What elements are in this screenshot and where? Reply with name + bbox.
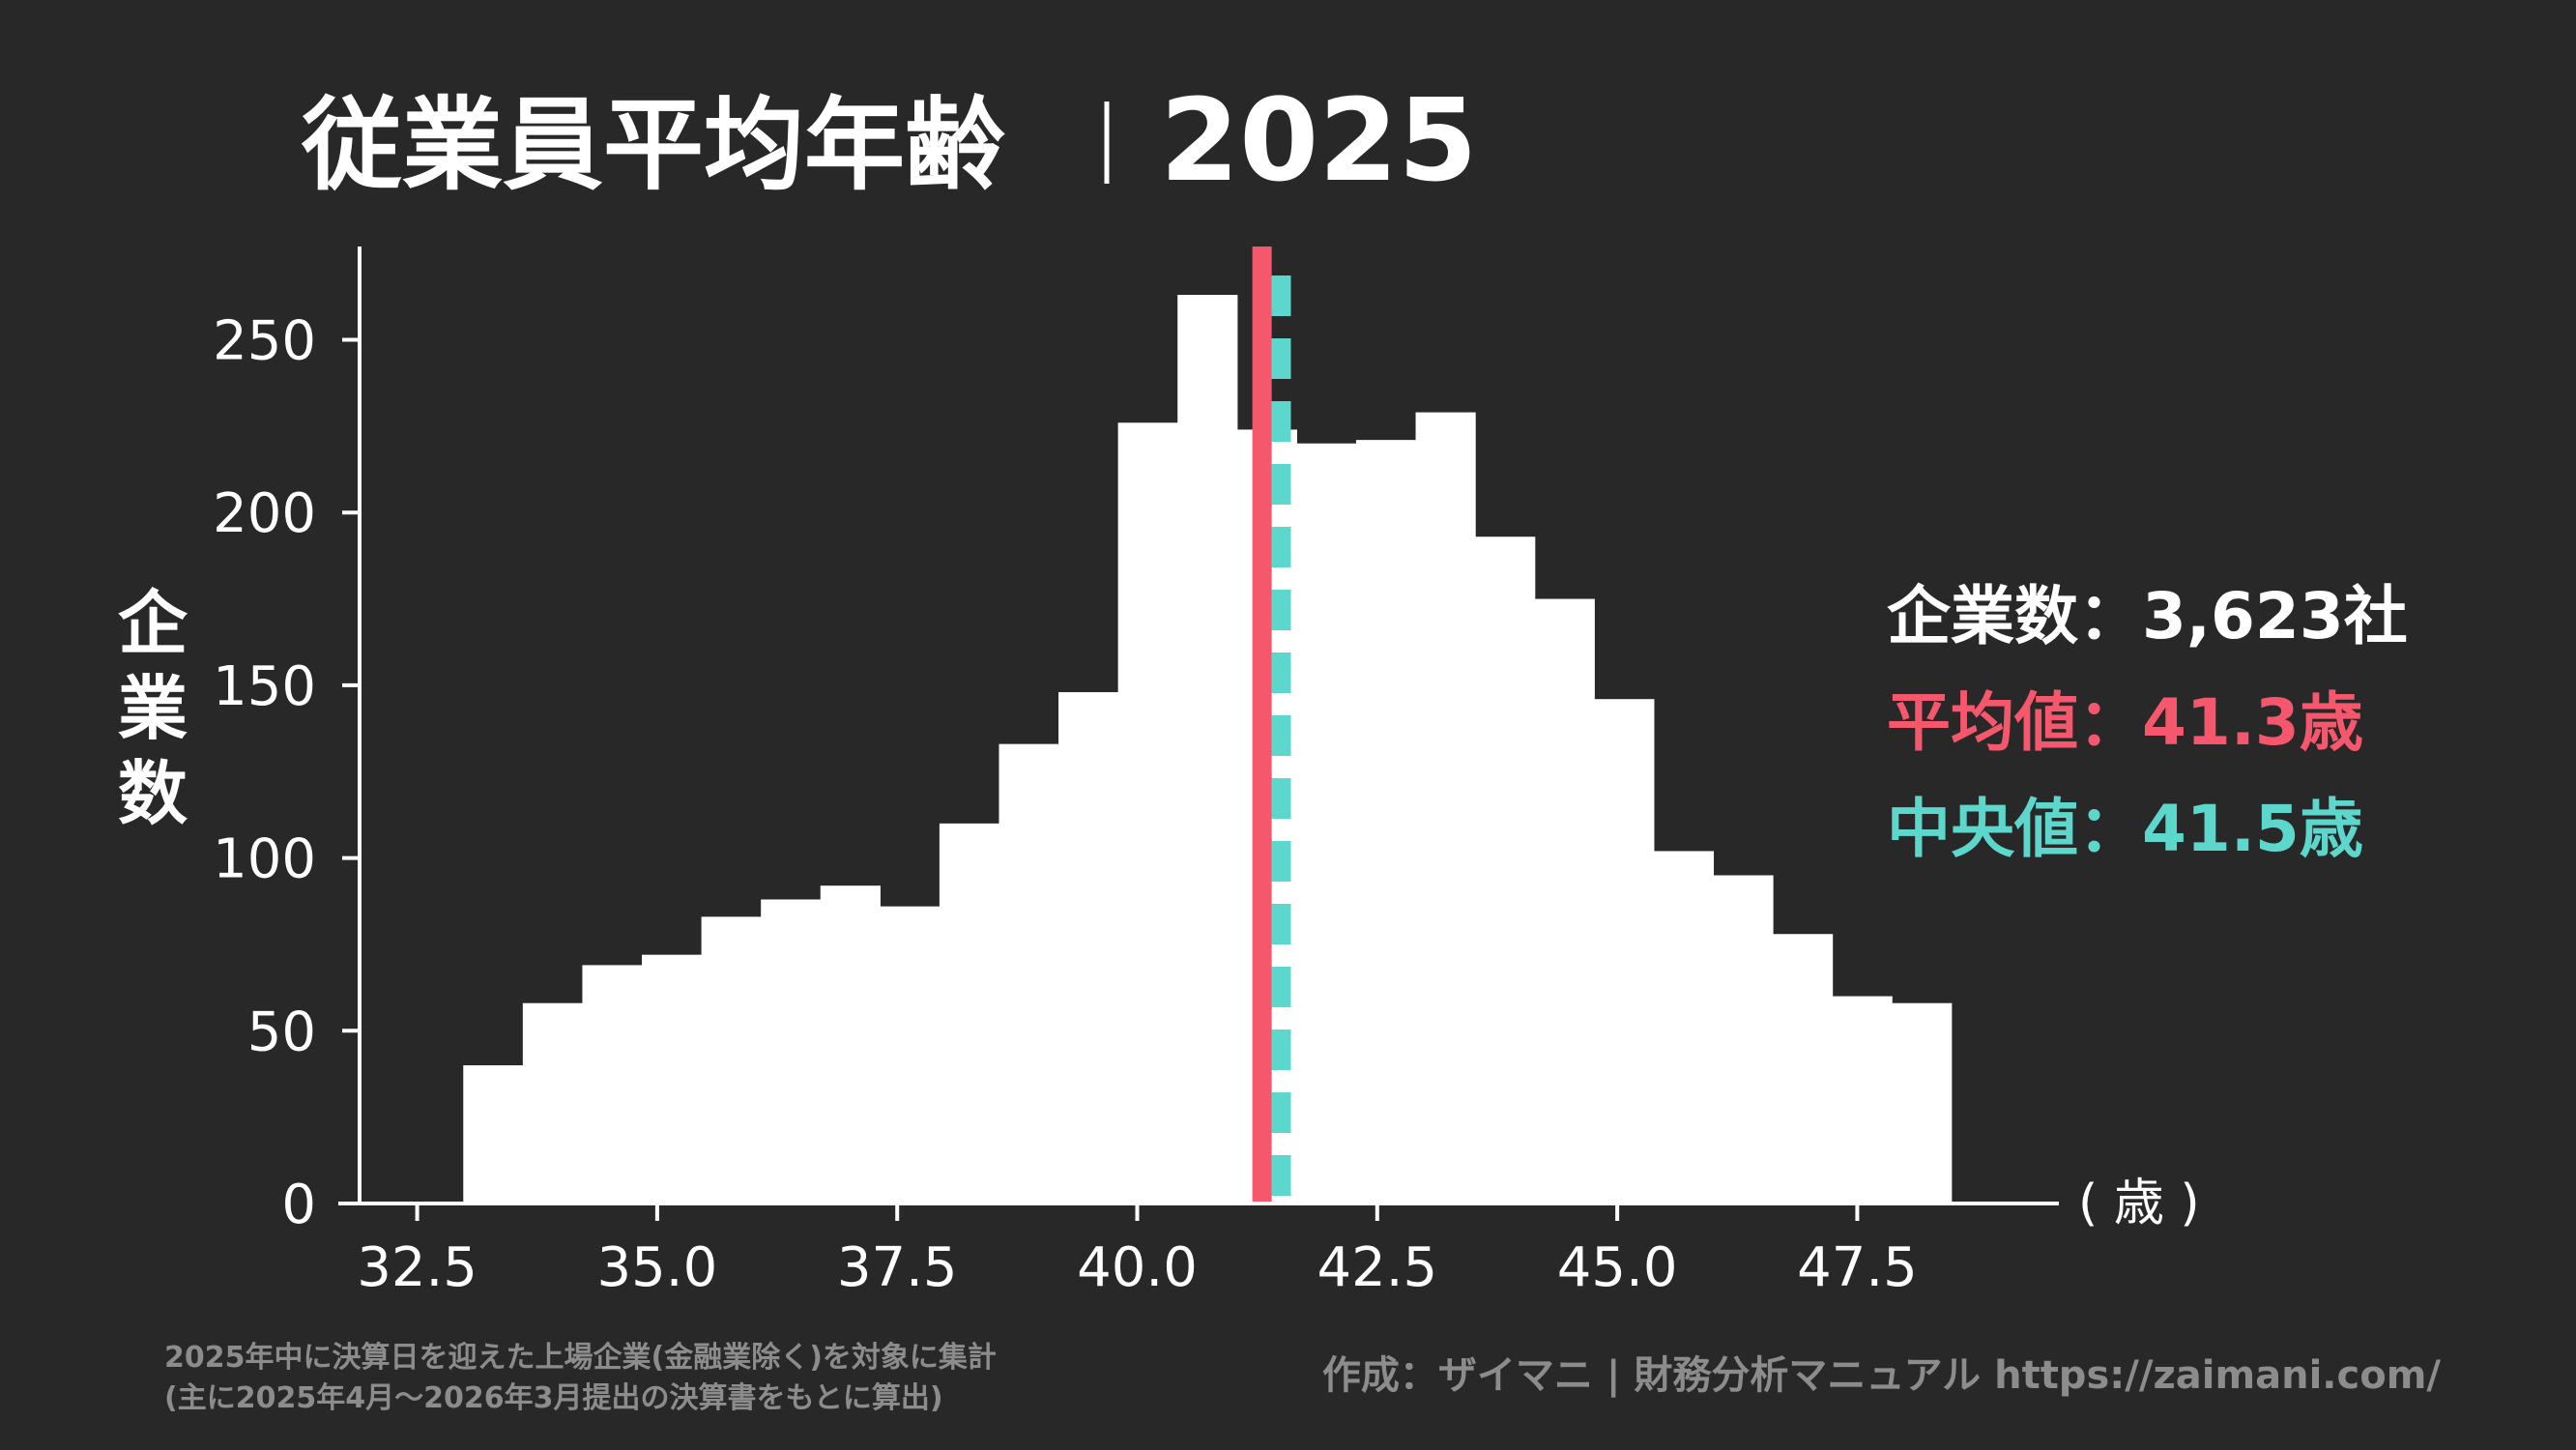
- histogram-bar: [1355, 440, 1417, 1204]
- y-tick-label: 0: [281, 1174, 316, 1236]
- mean-stat-line: 平均値：41.3歳: [1887, 685, 2363, 760]
- count-label: 企業数: [1887, 579, 2078, 653]
- x-tick-label: 32.5: [357, 1236, 478, 1299]
- reference-lines: [1252, 246, 1291, 1204]
- histogram-bar: [1892, 1002, 1953, 1204]
- median-separator: ：: [2078, 792, 2142, 866]
- histogram-bar: [1117, 422, 1178, 1204]
- mean-separator: ：: [2078, 685, 2142, 760]
- chart-axes: [338, 246, 2059, 1205]
- mean-value: 41.3歳: [2142, 685, 2363, 760]
- histogram-bar: [939, 823, 1000, 1204]
- chart-year: 2025: [1160, 73, 1477, 207]
- mean-label: 平均値: [1887, 685, 2078, 760]
- histogram-bar: [820, 885, 881, 1204]
- histogram-bar: [1475, 536, 1536, 1204]
- x-axis-label: ( 歳 ): [2078, 1174, 2200, 1232]
- x-tick-label: 47.5: [1797, 1236, 1918, 1299]
- x-tick-label: 45.0: [1557, 1236, 1678, 1299]
- histogram-bar: [1534, 598, 1595, 1204]
- histogram-bar: [582, 965, 643, 1204]
- median-stat-line: 中央値：41.5歳: [1887, 792, 2363, 866]
- histogram-bar: [1653, 851, 1715, 1204]
- count-value: 3,623社: [2142, 579, 2408, 653]
- y-axis-label: 企業数: [118, 583, 188, 834]
- y-axis-ticks: 0 50 100 150 200 250: [213, 309, 360, 1236]
- y-tick-label: 50: [247, 1000, 316, 1063]
- median-label: 中央値: [1887, 792, 2078, 866]
- credit-text: 作成：ザイマニ | 財務分析マニュアル https://zaimani.com/: [1322, 1353, 2441, 1399]
- x-tick-label: 42.5: [1317, 1236, 1437, 1299]
- histogram-bar: [880, 906, 941, 1204]
- median-value: 41.5歳: [2142, 792, 2363, 866]
- y-tick-label: 200: [213, 482, 316, 545]
- count-stat-line: 企業数：3,623社: [1887, 579, 2408, 653]
- x-tick-label: 37.5: [837, 1236, 958, 1299]
- histogram-bar: [463, 1065, 524, 1204]
- histogram-bar: [1832, 996, 1893, 1204]
- count-separator: ：: [2078, 579, 2142, 653]
- y-tick-label: 100: [213, 828, 316, 891]
- histogram-bar: [1773, 934, 1834, 1204]
- footnote-line-2: (主に2025年4月～2026年3月提出の決算書をもとに算出): [164, 1381, 943, 1415]
- y-axis-label-char: 企: [118, 583, 188, 664]
- x-axis-ticks: 32.5 35.0 37.5 40.0 42.5 45.0 47.5: [357, 1204, 1918, 1299]
- chart-title: 従業員平均年齢: [301, 86, 1005, 204]
- y-tick-label: 250: [213, 309, 316, 372]
- x-tick-label: 40.0: [1077, 1236, 1198, 1299]
- stats-annotation: 企業数：3,623社 平均値：41.3歳 中央値：41.5歳: [1887, 579, 2408, 866]
- histogram-bar: [1713, 875, 1774, 1204]
- histogram-bar: [761, 899, 822, 1204]
- y-axis-label-char: 業: [118, 668, 188, 749]
- footnote-line-1: 2025年中に決算日を迎えた上場企業(金融業除く)を対象に集計: [164, 1341, 997, 1375]
- chart-title-group: 従業員平均年齢 2025: [301, 73, 1477, 207]
- histogram-bar: [642, 954, 703, 1204]
- y-tick-label: 150: [213, 655, 316, 718]
- y-axis-label-char: 数: [118, 753, 188, 834]
- histogram-bar: [1058, 692, 1119, 1204]
- histogram-bar: [999, 743, 1059, 1204]
- x-tick-label: 35.0: [597, 1236, 718, 1299]
- histogram-bar: [1415, 412, 1476, 1204]
- histogram-bar: [522, 1002, 584, 1204]
- histogram-bar: [1296, 443, 1357, 1204]
- histogram-bar: [1177, 295, 1238, 1204]
- histogram-bars: [463, 295, 1953, 1204]
- histogram-bar: [1594, 699, 1655, 1204]
- histogram-bar: [701, 916, 762, 1204]
